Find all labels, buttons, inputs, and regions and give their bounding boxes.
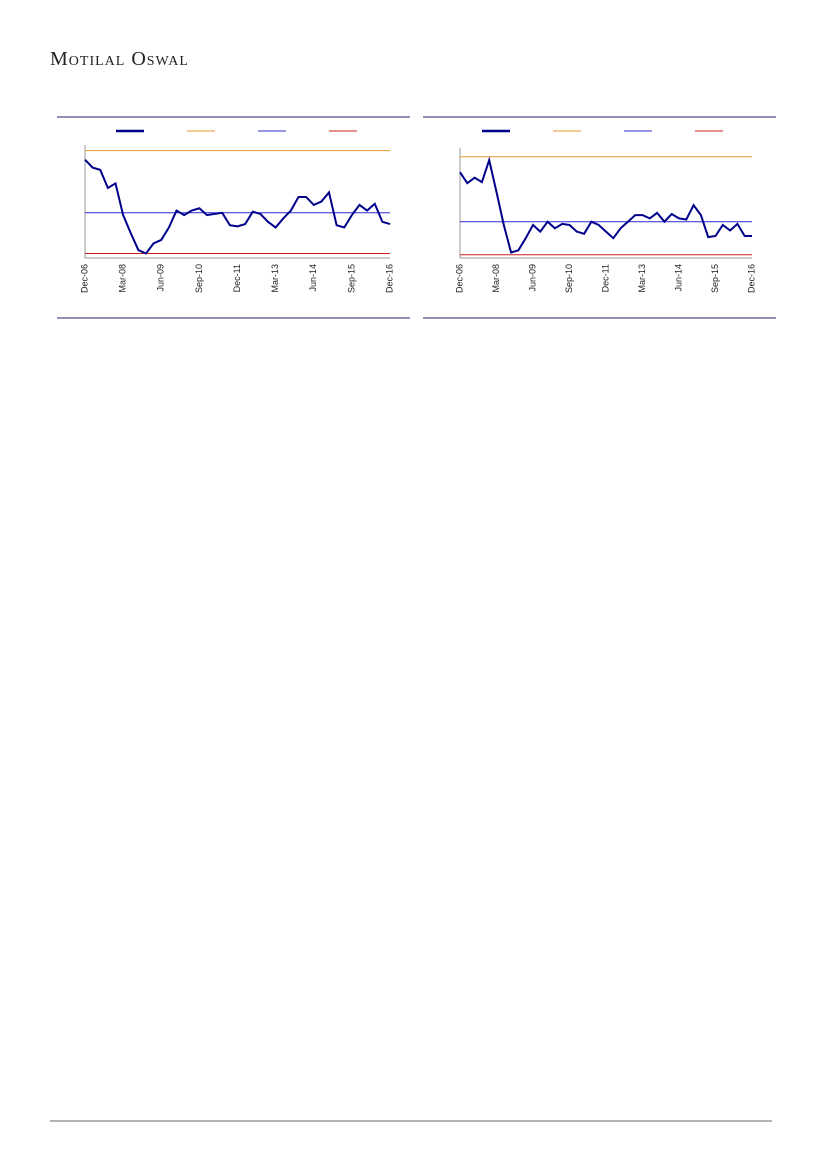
x-tick-label: Sep-10: [564, 264, 574, 293]
x-tick-label: Mar-08: [118, 264, 128, 293]
x-tick-label: Jun-14: [673, 264, 683, 292]
x-tick-label: Dec-11: [600, 264, 610, 292]
brand: Motilal Oswal: [50, 48, 189, 70]
x-tick-label: Sep-15: [710, 264, 720, 293]
x-tick-label: Mar-13: [637, 264, 647, 293]
x-tick-label: Jun-09: [156, 264, 166, 292]
x-tick-label: Dec-06: [454, 264, 464, 293]
x-tick-label: Jun-14: [308, 264, 318, 292]
x-tick-label: Mar-13: [270, 264, 280, 293]
x-tick-label: Dec-06: [79, 264, 89, 293]
x-tick-label: Dec-16: [746, 264, 756, 293]
series-line: [459, 156, 752, 254]
x-tick-label: Dec-16: [384, 264, 394, 293]
x-tick-label: Dec-11: [232, 264, 242, 292]
x-tick-label: Sep-10: [194, 264, 204, 293]
x-tick-label: Jun-09: [527, 264, 537, 292]
series-line: [84, 158, 391, 255]
x-tick-label: Mar-08: [491, 264, 501, 293]
x-tick-label: Sep-15: [346, 264, 356, 293]
